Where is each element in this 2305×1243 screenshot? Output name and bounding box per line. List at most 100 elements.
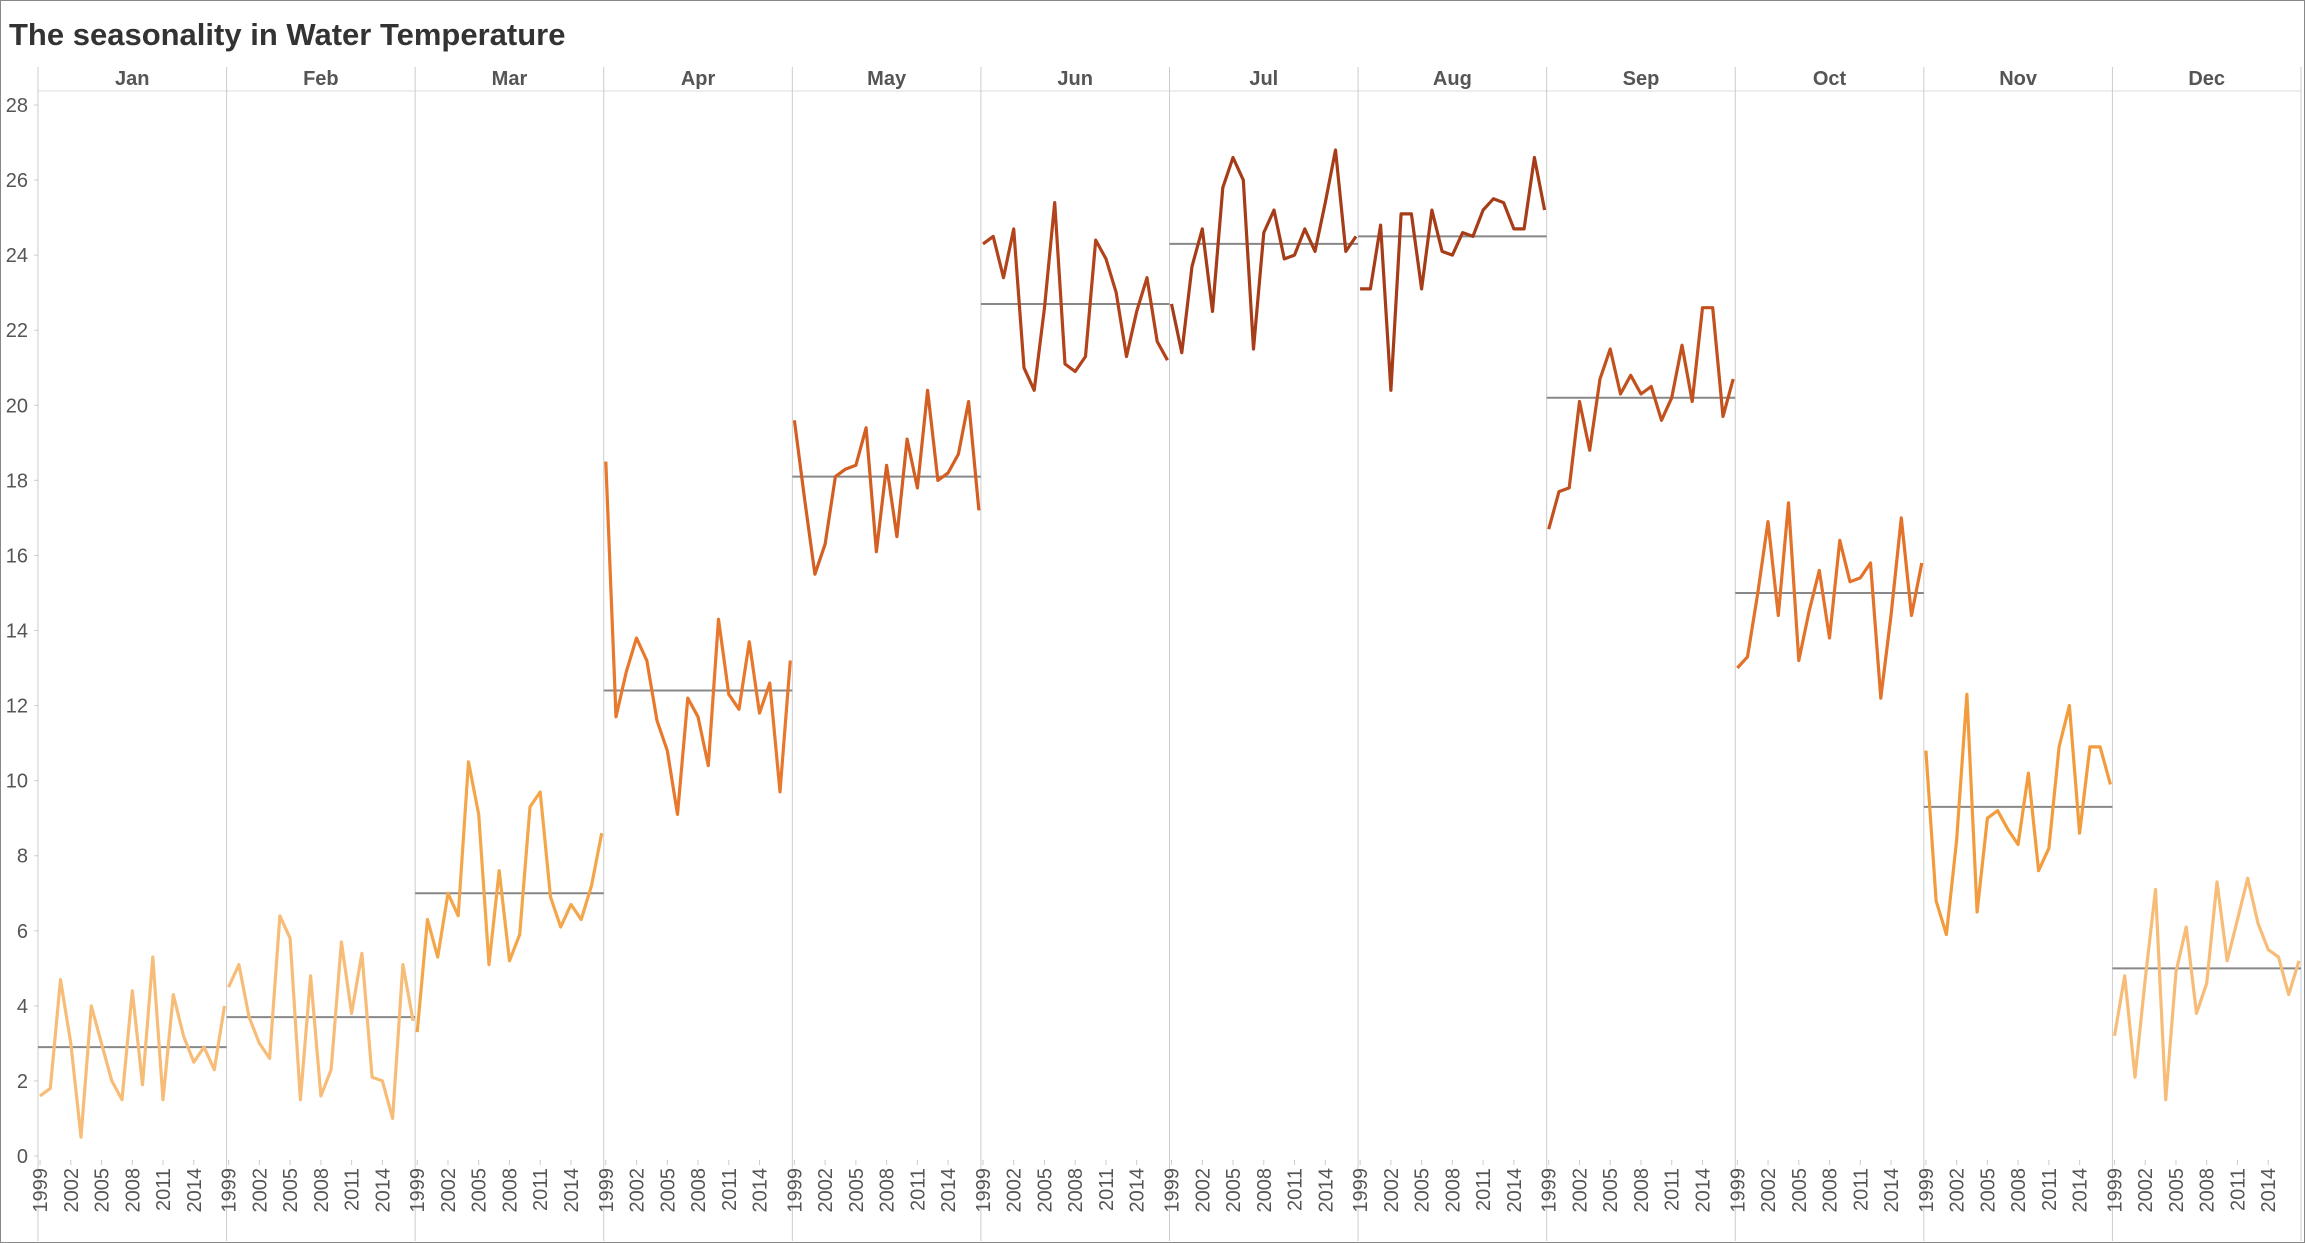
y-tick-label: 12 xyxy=(6,696,28,718)
x-tick-label: 2014 xyxy=(1881,1168,1903,1213)
x-tick-label: 2008 xyxy=(1065,1168,1087,1213)
x-tick-label: 2002 xyxy=(438,1168,460,1213)
x-tick-label: 1999 xyxy=(1162,1168,1184,1213)
x-tick-label: 2002 xyxy=(249,1168,271,1213)
x-tick-label: 2002 xyxy=(1758,1168,1780,1213)
x-tick-label: 2011 xyxy=(907,1168,929,1211)
x-tick-label: 2002 xyxy=(1569,1168,1591,1213)
x-tick-label: 2014 xyxy=(1692,1168,1714,1213)
panel-header: Nov xyxy=(1999,68,2038,90)
x-tick-label: 2008 xyxy=(2008,1168,2030,1213)
y-tick-label: 10 xyxy=(6,771,28,793)
x-tick-label: 1999 xyxy=(407,1168,429,1213)
series-line xyxy=(1360,155,1547,392)
series-line xyxy=(227,914,415,1121)
x-tick-label: 2005 xyxy=(1600,1168,1622,1213)
series-line xyxy=(982,201,1169,392)
y-tick-label: 4 xyxy=(17,996,28,1018)
x-tick-label: 1999 xyxy=(596,1168,618,1213)
series-line xyxy=(39,955,227,1139)
x-tick-label: 2011 xyxy=(2227,1168,2249,1211)
series-line xyxy=(1924,692,2112,937)
x-tick-label: 1999 xyxy=(1916,1168,1938,1213)
x-tick-label: 1999 xyxy=(973,1168,995,1213)
x-tick-label: 2002 xyxy=(61,1168,83,1213)
y-tick-label: 22 xyxy=(6,320,28,342)
x-tick-label: 2014 xyxy=(561,1168,583,1213)
x-tick-label: 2002 xyxy=(1192,1168,1214,1213)
panel-header: Mar xyxy=(492,68,528,90)
x-tick-label: 2014 xyxy=(2070,1168,2092,1213)
series-line xyxy=(1547,306,1735,530)
panel-header: Aug xyxy=(1433,68,1472,90)
x-tick-label: 2008 xyxy=(1820,1168,1842,1213)
x-tick-label: 2008 xyxy=(1631,1168,1653,1213)
series-line xyxy=(2112,876,2301,1102)
x-tick-label: 2008 xyxy=(877,1168,899,1213)
x-tick-label: 2005 xyxy=(846,1168,868,1213)
x-tick-label: 2005 xyxy=(657,1168,679,1213)
x-tick-label: 2014 xyxy=(938,1168,960,1213)
x-tick-label: 2014 xyxy=(184,1168,206,1213)
x-tick-label: 2002 xyxy=(1381,1168,1403,1213)
x-tick-label: 2014 xyxy=(1504,1168,1526,1213)
x-tick-label: 2014 xyxy=(1315,1168,1337,1213)
x-tick-label: 2008 xyxy=(2197,1168,2219,1213)
series-line xyxy=(1736,501,1924,700)
x-tick-label: 2008 xyxy=(499,1168,521,1213)
panel-header: Sep xyxy=(1623,68,1660,90)
series-line xyxy=(415,760,604,1033)
x-tick-label: 2008 xyxy=(688,1168,710,1213)
x-tick-label: 2002 xyxy=(815,1168,837,1213)
y-tick-label: 8 xyxy=(17,846,28,868)
x-tick-label: 1999 xyxy=(30,1168,52,1213)
chart-title: The seasonality in Water Temperature xyxy=(9,17,565,52)
y-tick-label: 28 xyxy=(6,95,28,117)
x-tick-label: 2005 xyxy=(1412,1168,1434,1213)
series-line xyxy=(792,388,981,576)
x-tick-label: 1999 xyxy=(1350,1168,1372,1213)
x-tick-label: 2014 xyxy=(1127,1168,1149,1213)
x-tick-label: 2008 xyxy=(311,1168,333,1213)
x-tick-label: 2005 xyxy=(1223,1168,1245,1213)
y-tick-label: 6 xyxy=(17,921,28,943)
x-tick-label: 1999 xyxy=(2104,1168,2126,1213)
y-tick-label: 16 xyxy=(6,545,28,567)
x-tick-label: 2014 xyxy=(750,1168,772,1213)
x-tick-label: 2002 xyxy=(2135,1168,2157,1213)
series-line xyxy=(1169,148,1358,355)
x-tick-label: 2011 xyxy=(1850,1168,1872,1211)
x-tick-label: 2005 xyxy=(1789,1168,1811,1213)
x-tick-label: 2011 xyxy=(1473,1168,1495,1211)
panel-header: Jul xyxy=(1249,68,1278,90)
x-tick-label: 2005 xyxy=(469,1168,491,1213)
x-tick-label: 2008 xyxy=(122,1168,144,1213)
panel-header: Dec xyxy=(2188,68,2225,90)
x-tick-label: 1999 xyxy=(219,1168,241,1213)
y-tick-label: 26 xyxy=(6,170,28,192)
y-tick-label: 0 xyxy=(17,1146,28,1168)
x-tick-label: 2011 xyxy=(1285,1168,1307,1211)
panel-header: Apr xyxy=(681,68,716,90)
y-tick-label: 18 xyxy=(6,470,28,492)
y-tick-label: 14 xyxy=(6,621,28,643)
x-tick-label: 1999 xyxy=(1727,1168,1749,1213)
x-tick-label: 1999 xyxy=(784,1168,806,1213)
x-tick-label: 2011 xyxy=(153,1168,175,1211)
panel-header: Feb xyxy=(303,68,339,90)
x-tick-label: 2005 xyxy=(92,1168,114,1213)
x-tick-label: 2005 xyxy=(1034,1168,1056,1213)
x-tick-label: 2014 xyxy=(2258,1168,2280,1213)
y-tick-label: 2 xyxy=(17,1071,28,1093)
x-tick-label: 2002 xyxy=(1947,1168,1969,1213)
x-tick-label: 2005 xyxy=(280,1168,302,1213)
x-tick-label: 2002 xyxy=(1004,1168,1026,1213)
x-tick-label: 2008 xyxy=(1442,1168,1464,1213)
panel-header: May xyxy=(867,68,907,90)
x-tick-label: 2005 xyxy=(1977,1168,1999,1213)
x-tick-label: 1999 xyxy=(1539,1168,1561,1213)
x-tick-label: 2011 xyxy=(342,1168,364,1211)
panel-header: Oct xyxy=(1813,68,1847,90)
